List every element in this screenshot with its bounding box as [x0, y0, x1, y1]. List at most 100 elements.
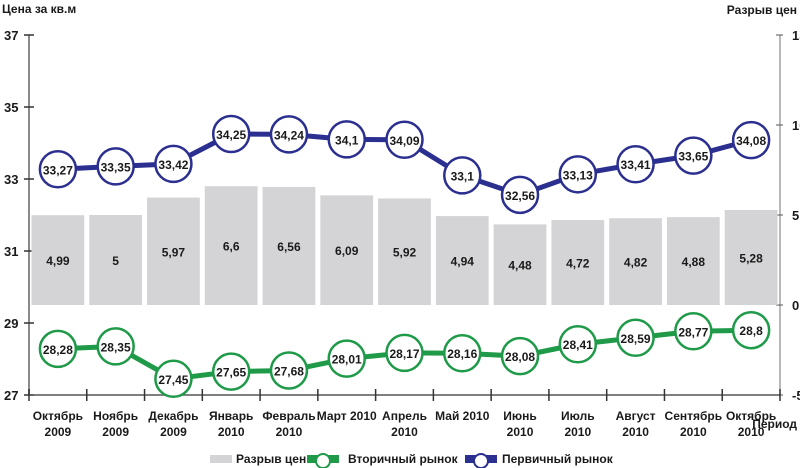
bar: [320, 195, 374, 305]
point-value-label: 27,65: [216, 366, 246, 380]
point-value-label: 33,42: [158, 158, 188, 172]
right-tick-label: 10: [792, 118, 800, 133]
point-value-label: 28,17: [389, 347, 419, 361]
data-point: [500, 336, 540, 376]
data-point: [211, 114, 251, 154]
category-label: Июль: [561, 409, 595, 423]
bar-value-label: 4,72: [566, 257, 590, 271]
category-label: 2010: [391, 425, 418, 439]
legend-swatch-marker: [315, 453, 331, 468]
data-point: [443, 333, 482, 373]
bar: [147, 197, 200, 305]
point-value-label: 32,56: [505, 189, 535, 203]
category-label: Май 2010: [435, 409, 490, 423]
bar-value-label: 4,99: [46, 254, 70, 268]
category-label: 2010: [622, 425, 649, 439]
data-point: [616, 144, 655, 184]
data-point: [558, 324, 598, 364]
bar-value-label: 5: [112, 254, 119, 268]
data-point: [327, 120, 366, 159]
data-point: [500, 175, 540, 215]
data-point: [731, 310, 771, 350]
point-value-label: 27,68: [274, 365, 304, 379]
point-value-label: 28,35: [101, 340, 131, 354]
legend: Разрыв цен Вторичный рынок Первичный рынок: [210, 452, 614, 468]
data-point: [616, 318, 655, 358]
data-point: [731, 120, 771, 160]
lines: [38, 114, 771, 399]
labels: 4,99 5 5,97 6,6 6,56 6,09 5,92 4,94 4,48 4,72 4,82…: [43, 128, 767, 387]
legend-swatch-bar: [210, 455, 232, 463]
point-value-label: 33,65: [678, 150, 708, 164]
data-point: [674, 136, 713, 175]
legend-label: Разрыв цен: [236, 452, 306, 466]
point-value-label: 33,1: [451, 169, 475, 183]
bar: [378, 198, 431, 305]
category-label: 2010: [680, 425, 707, 439]
category-label: 2009: [45, 425, 72, 439]
point-value-label: 28,41: [563, 338, 593, 352]
left-tick-label: 35: [4, 100, 18, 115]
category-label: Февраль: [262, 409, 315, 423]
point-value-label: 28,28: [43, 343, 73, 357]
data-point: [674, 312, 713, 351]
bar-value-label: 5,92: [393, 246, 417, 260]
bar: [724, 209, 778, 305]
bar: [609, 218, 662, 305]
bar: [262, 186, 316, 305]
category-label: Октябрь: [726, 409, 776, 423]
point-value-label: 33,27: [43, 163, 73, 177]
left-tick-label: 33: [4, 172, 18, 187]
data-point: [96, 147, 135, 186]
data-point: [211, 352, 251, 391]
right-tick-label: 15: [792, 28, 800, 43]
left-tick-label: 31: [4, 244, 18, 259]
data-point: [385, 333, 424, 373]
x-axis-title: Период: [752, 417, 797, 431]
category-label: 2010: [507, 425, 534, 439]
legend-label: Первичный рынок: [502, 452, 614, 466]
point-value-label: 28,01: [332, 353, 362, 367]
bar: [435, 216, 489, 305]
category-label: 2010: [218, 425, 245, 439]
legend-label: Вторичный рынок: [348, 452, 459, 466]
point-value-label: 33,41: [621, 158, 651, 172]
point-value-label: 34,24: [274, 128, 304, 142]
bar: [666, 217, 720, 305]
bar: [31, 215, 85, 305]
data-point: [443, 156, 482, 195]
data-point: [385, 120, 424, 160]
category-label: 2009: [160, 425, 187, 439]
point-value-label: 27,45: [158, 373, 188, 387]
bar: [89, 215, 143, 305]
bar-value-label: 6,6: [223, 240, 240, 254]
category-label: 2009: [102, 425, 129, 439]
bar-value-label: 5,97: [162, 245, 186, 259]
axes: Цена за кв.м Разрыв цен Период 27 29 31 33 35 37…: [2, 2, 800, 439]
point-value-label: 34,08: [736, 134, 766, 148]
right-tick-label: 0: [792, 298, 799, 313]
bar-value-label: 5,28: [739, 251, 763, 265]
point-value-label: 28,8: [739, 324, 763, 338]
data-point: [154, 359, 193, 399]
left-tick-label: 27: [4, 388, 18, 403]
data-point: [154, 144, 193, 184]
point-value-label: 34,25: [216, 128, 246, 142]
category-label: Октябрь: [33, 409, 83, 423]
bar-value-label: 4,48: [508, 259, 532, 273]
bar: [493, 224, 547, 305]
category-label: Июнь: [503, 409, 537, 423]
bar: [204, 186, 258, 305]
point-value-label: 34,1: [335, 133, 359, 147]
category-label: 2010: [276, 425, 303, 439]
data-point: [269, 351, 309, 390]
data-point: [269, 115, 309, 154]
data-point: [38, 329, 78, 369]
left-tick-label: 29: [4, 316, 18, 331]
category-label: 2010: [738, 425, 765, 439]
category-label: Ноябрь: [93, 409, 138, 423]
category-label: 2010: [564, 425, 591, 439]
point-value-label: 28,77: [678, 325, 708, 339]
data-point: [96, 327, 135, 366]
